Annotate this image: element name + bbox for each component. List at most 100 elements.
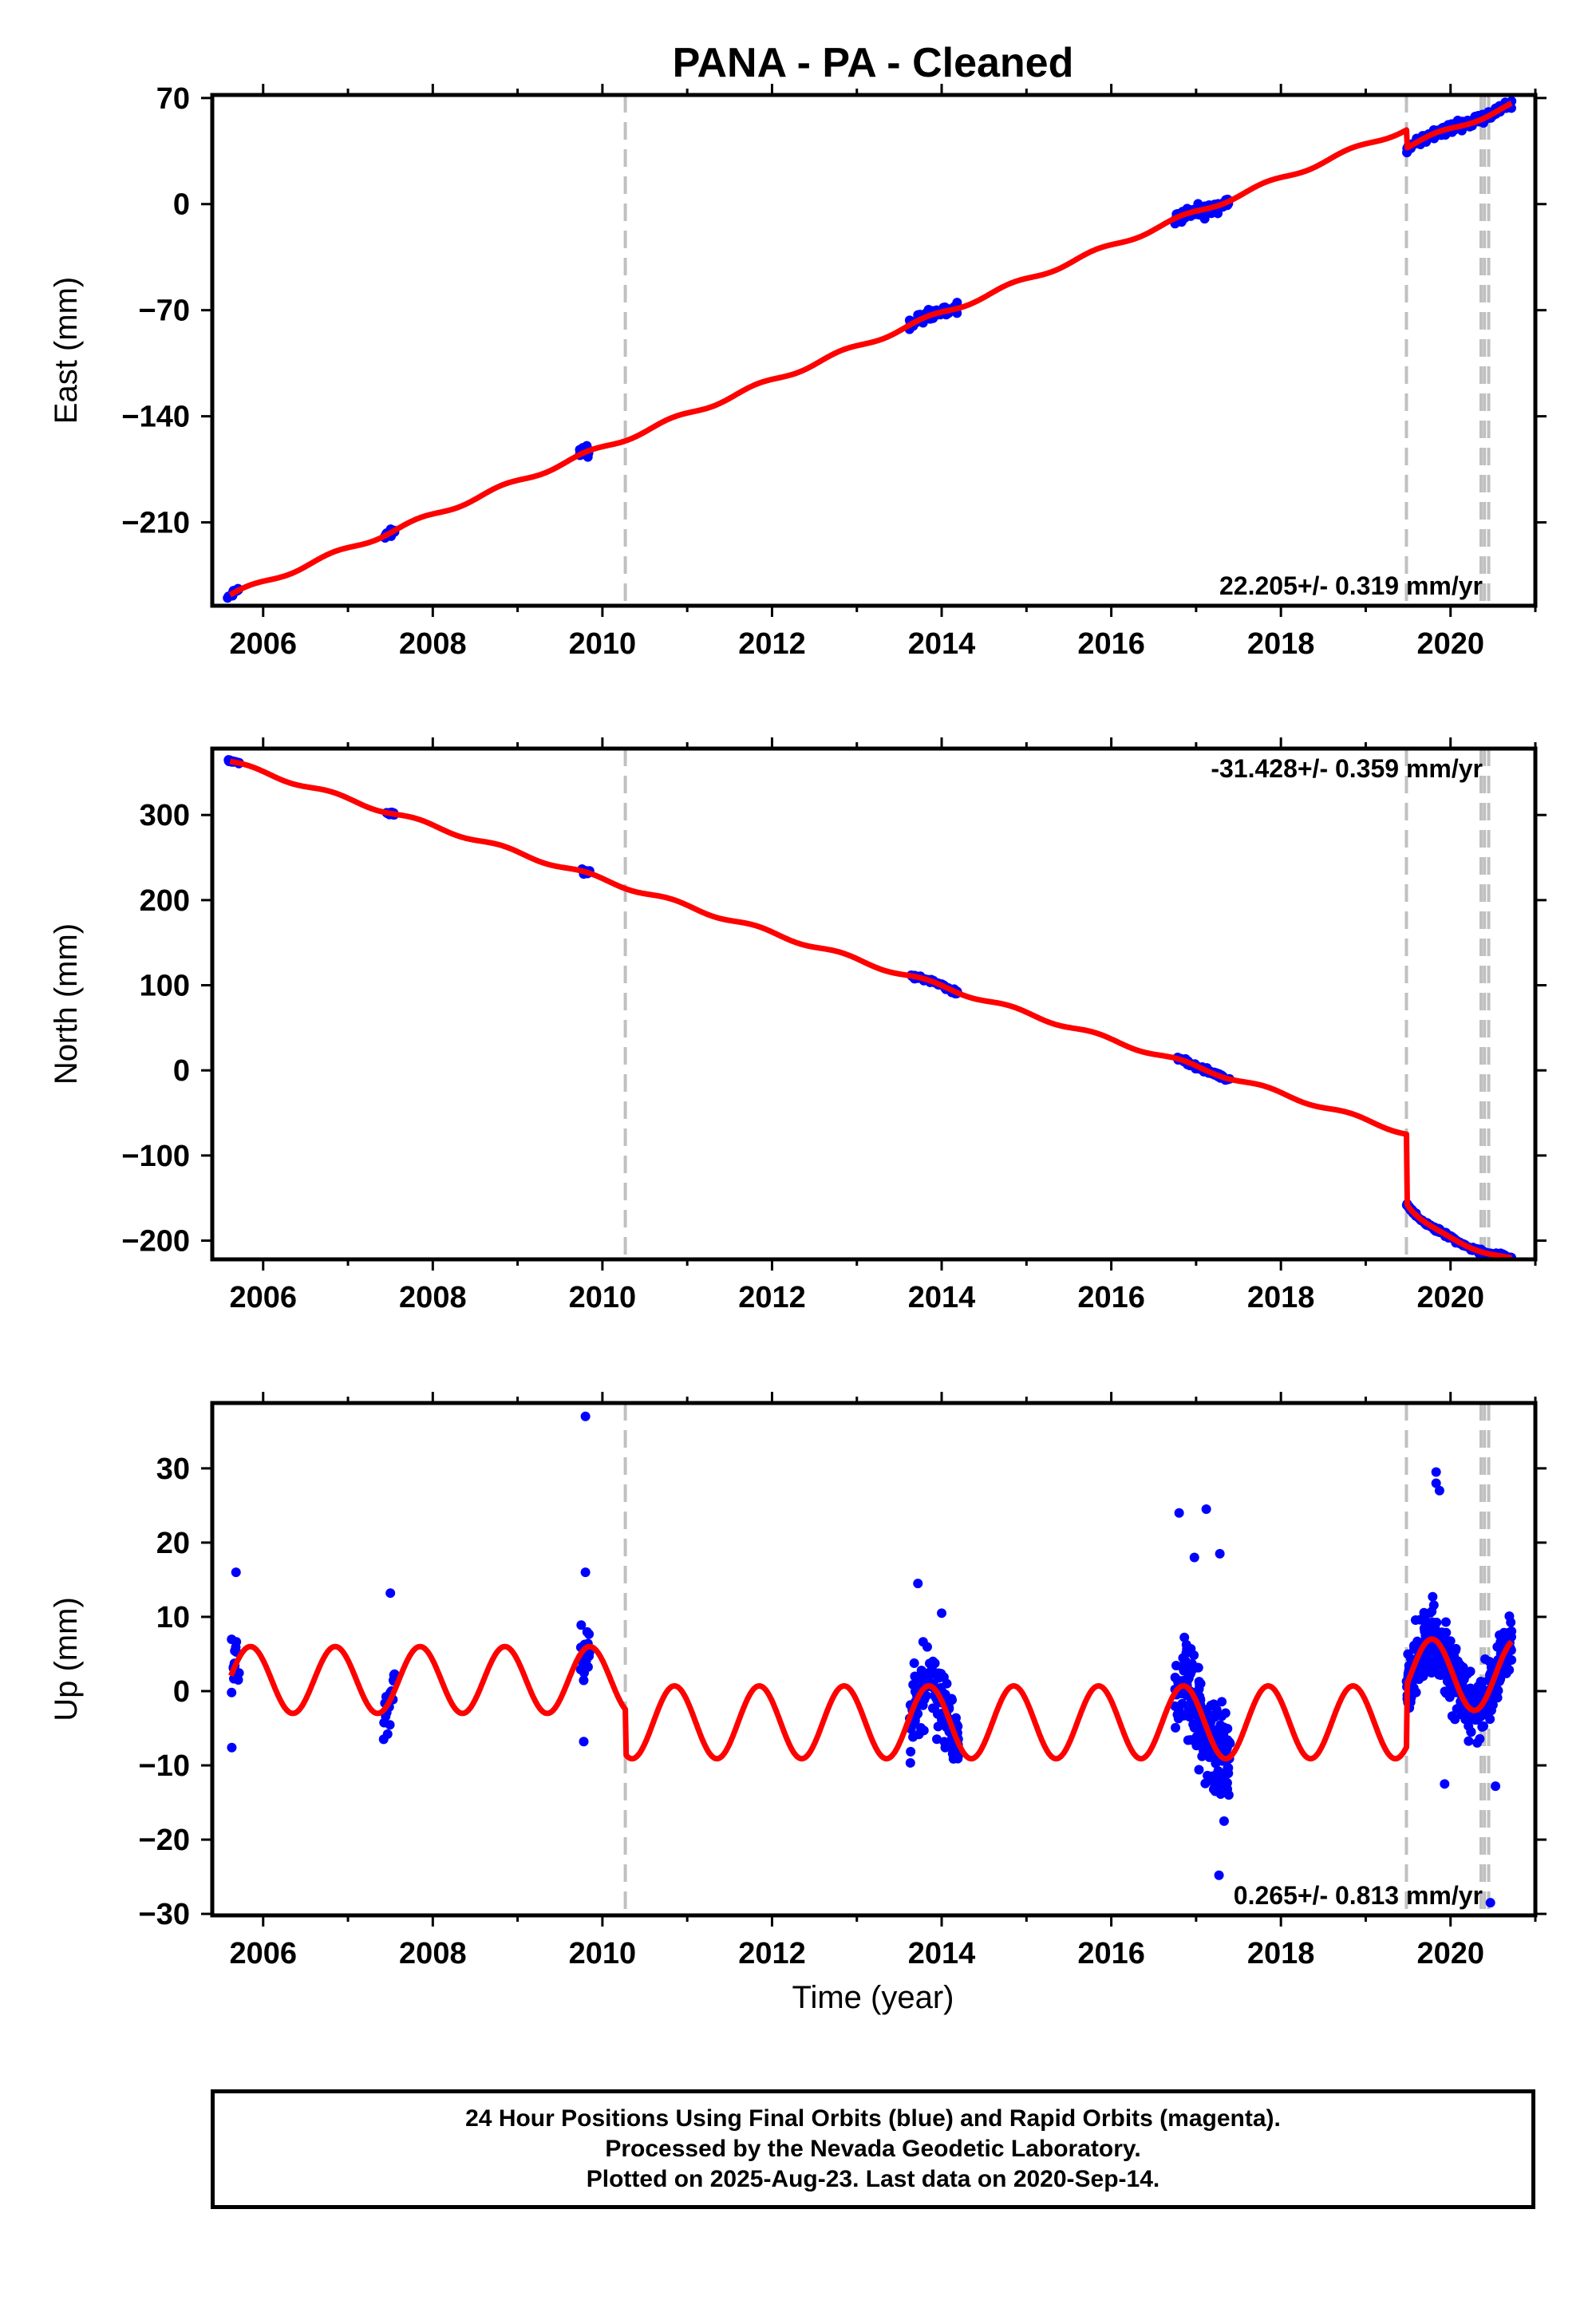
data-point (389, 1669, 400, 1679)
data-point (1461, 1709, 1472, 1720)
x-tick-label: 2016 (1077, 627, 1145, 661)
data-point (1485, 1898, 1495, 1908)
y-tick-label: −210 (121, 507, 190, 540)
data-point (1418, 1671, 1428, 1682)
data-point (1183, 1735, 1193, 1745)
data-point (932, 1734, 942, 1745)
data-point (1497, 1630, 1507, 1641)
y-tick-label: 30 (156, 1452, 190, 1486)
data-point (1211, 1725, 1222, 1735)
data-point (928, 1656, 938, 1666)
data-point (1215, 1548, 1225, 1559)
data-point (1440, 1617, 1451, 1627)
data-point (1440, 1686, 1450, 1697)
data-point (908, 1732, 918, 1742)
y-tick-label: 10 (156, 1601, 190, 1634)
data-point (1179, 1658, 1190, 1668)
x-tick-label: 2018 (1247, 1281, 1315, 1314)
data-point (906, 1746, 916, 1757)
data-point (905, 1757, 915, 1768)
data-point (1181, 1648, 1191, 1658)
x-tick-label: 2020 (1416, 1281, 1484, 1314)
data-point (579, 1737, 589, 1747)
y-tick-label: 200 (140, 884, 190, 918)
footer-box: 24 Hour Positions Using Final Orbits (bl… (211, 2089, 1535, 2209)
panel-frame (210, 93, 1538, 608)
footer-line-2: Processed by the Nevada Geodetic Laborat… (605, 2136, 1141, 2162)
data-point (582, 1626, 592, 1637)
data-point (1506, 1632, 1516, 1642)
data-point (1204, 1771, 1215, 1781)
plot-area (227, 1411, 1517, 1908)
data-point (1215, 1768, 1226, 1778)
data-point (385, 1588, 396, 1599)
data-point (1411, 1687, 1421, 1697)
data-point (1215, 1780, 1225, 1791)
up-panel: 2006 2008 2010 2012 2014 2016 2018 20203020100−… (49, 1392, 1547, 1970)
data-point (1174, 1705, 1184, 1716)
data-point (912, 1673, 922, 1683)
data-point (1408, 1642, 1419, 1652)
data-point (918, 1725, 929, 1736)
y-tick-label: 20 (156, 1527, 190, 1560)
x-tick-label: 2014 (908, 627, 976, 661)
y-tick-label: 300 (140, 799, 190, 832)
panel-frame (210, 1401, 1538, 1918)
data-point (1191, 1741, 1202, 1751)
x-tick-label: 2008 (399, 1281, 467, 1314)
data-point (1185, 1669, 1195, 1679)
y-axis-label: North (mm) (49, 923, 84, 1085)
data-point (233, 1675, 243, 1686)
data-point (1486, 1705, 1496, 1716)
model-curve (227, 758, 1514, 1259)
x-tick-label: 2020 (1416, 1937, 1484, 1970)
x-tick-label: 2008 (399, 627, 467, 661)
data-point (1201, 1504, 1211, 1515)
y-axis-label: East (mm) (49, 277, 84, 424)
data-point (1195, 1678, 1206, 1689)
east-panel: 2006 2008 2010 2012 2014 2016 2018 2020 70 0 −70 −1… (49, 82, 1547, 661)
data-point (1431, 1662, 1441, 1672)
y-tick-label: −200 (121, 1225, 190, 1259)
x-tick-label: 2014 (908, 1937, 976, 1970)
data-point (1219, 1816, 1229, 1826)
footer-line-3: Plotted on 2025-Aug-23. Last data on 202… (586, 2166, 1160, 2192)
data-point (1214, 1870, 1224, 1880)
data-point (1193, 1662, 1203, 1673)
x-tick-label: 2018 (1247, 627, 1315, 661)
data-point (1171, 1661, 1181, 1671)
data-point (1217, 1697, 1227, 1707)
data-point (1220, 1708, 1231, 1718)
data-point (1431, 1478, 1441, 1488)
data-point (1189, 1722, 1199, 1733)
x-tick-label: 2020 (1416, 627, 1484, 661)
y-tick-label: −70 (139, 294, 190, 328)
data-point (1415, 1614, 1425, 1625)
data-point (1223, 1784, 1233, 1794)
x-tick-label: 2010 (569, 1281, 637, 1314)
data-point (1504, 1611, 1515, 1622)
data-point (1466, 1692, 1476, 1702)
data-point (1403, 1649, 1413, 1659)
data-point (227, 1742, 237, 1753)
y-tick-label: −140 (121, 401, 190, 434)
x-tick-label: 2010 (569, 627, 637, 661)
data-point (1213, 208, 1223, 219)
y-tick-label: 0 (173, 1675, 190, 1709)
data-point (1179, 1632, 1190, 1642)
data-point (1189, 1552, 1199, 1563)
x-tick-label: 2014 (908, 1281, 976, 1314)
data-point (1197, 1751, 1207, 1761)
panel-frame (210, 746, 1538, 1262)
data-point (1200, 1778, 1211, 1788)
y-tick-label: −10 (139, 1749, 190, 1783)
data-point (1223, 1724, 1233, 1734)
data-point (1189, 1650, 1199, 1660)
data-point (927, 1703, 938, 1713)
plot-area (223, 755, 1517, 1259)
rate-label: 22.205+/- 0.319 mm/yr (1219, 571, 1483, 600)
data-point (1431, 1467, 1441, 1477)
x-tick-label: 2008 (399, 1937, 467, 1970)
x-tick-label: 2016 (1077, 1281, 1145, 1314)
